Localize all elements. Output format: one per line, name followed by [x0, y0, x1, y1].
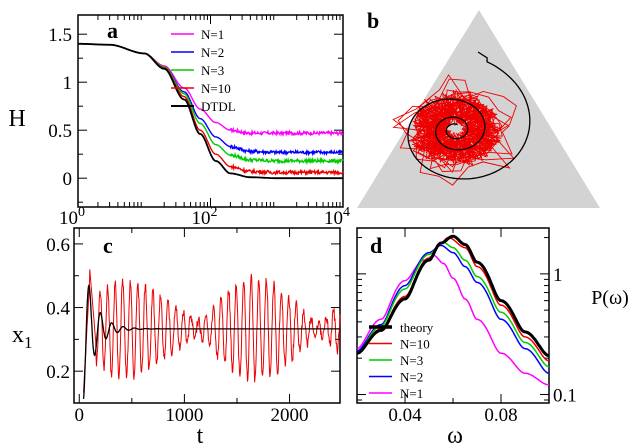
stochastic-trajectory: [392, 74, 517, 186]
deterministic-spiral: [407, 51, 531, 180]
y-axis-label: P(ω): [591, 287, 629, 309]
x-tick-label: 0.08: [484, 405, 517, 426]
x-tick-label: 100: [59, 205, 85, 229]
x-tick-base: 10: [59, 208, 78, 229]
y-axis-label: x1: [12, 322, 33, 352]
x-tick-label: 2000: [271, 405, 309, 426]
legend-label: N=1: [201, 27, 224, 42]
series-line-dtdl: [78, 42, 343, 180]
x-axis-label: ω: [447, 423, 463, 446]
series-line-n2: [356, 244, 550, 374]
stochastic-oscillation: [83, 269, 341, 393]
legend-label: N=1: [400, 386, 423, 401]
y-tick-label: 1: [553, 265, 563, 286]
x-tick-exponent: 0: [78, 205, 85, 220]
series-line-n3: [356, 241, 550, 368]
x-tick-label: 0.04: [388, 405, 422, 426]
series-line-theory: [356, 234, 550, 358]
x-tick-base: 10: [324, 208, 343, 229]
series-line-n1: [356, 254, 549, 386]
y-axis-label: H: [8, 106, 25, 132]
panel-d-label: d: [370, 233, 382, 258]
legend-label: theory: [400, 320, 434, 335]
y-tick-label: 0.4: [46, 299, 70, 320]
y-tick-label: 1: [63, 73, 73, 94]
legend-label: N=2: [400, 370, 423, 385]
y-tick-label: 1.5: [48, 25, 72, 46]
x-tick-exponent: 4: [343, 205, 350, 220]
y-tick-label: 0: [63, 169, 73, 190]
deterministic-oscillation: [82, 284, 340, 399]
legend-label: N=10: [400, 337, 430, 352]
legend-label: N=2: [201, 45, 224, 60]
panel-d: 0.04 0.08 0.1 1 theory N=10N=3 N=2N=1 P(ω) ω d: [356, 227, 629, 446]
x-axis-label: t: [197, 423, 204, 446]
y-tick-label: 0.1: [553, 385, 577, 406]
x-tick-label: 102: [192, 205, 218, 229]
panel-b: b: [357, 8, 600, 208]
series-line-n10: [356, 236, 550, 362]
panel-c: 0 1000 2000 0.2 0.4 0.6 x1 t c: [12, 227, 341, 446]
legend-label: N=10: [201, 81, 231, 96]
y-tick-label: 0.6: [46, 235, 70, 256]
panel-c-label: c: [103, 233, 113, 258]
panel-a-label: a: [107, 18, 118, 43]
legend-label: N=3: [400, 353, 423, 368]
x-tick-base: 10: [192, 208, 211, 229]
y-axis-label-base: x: [12, 322, 24, 348]
legend-label: N=3: [201, 63, 224, 78]
x-tick-exponent: 2: [211, 205, 218, 220]
legend-label: DTDL: [201, 99, 236, 114]
x-tick-label: 0: [75, 405, 85, 426]
y-axis-label-subscript: 1: [24, 333, 33, 352]
y-tick-label: 0.5: [48, 121, 72, 142]
y-tick-label: 0.2: [46, 362, 70, 383]
panel-b-label: b: [367, 8, 379, 33]
x-tick-label: 104: [324, 205, 350, 229]
x-tick-label: 1000: [165, 405, 203, 426]
